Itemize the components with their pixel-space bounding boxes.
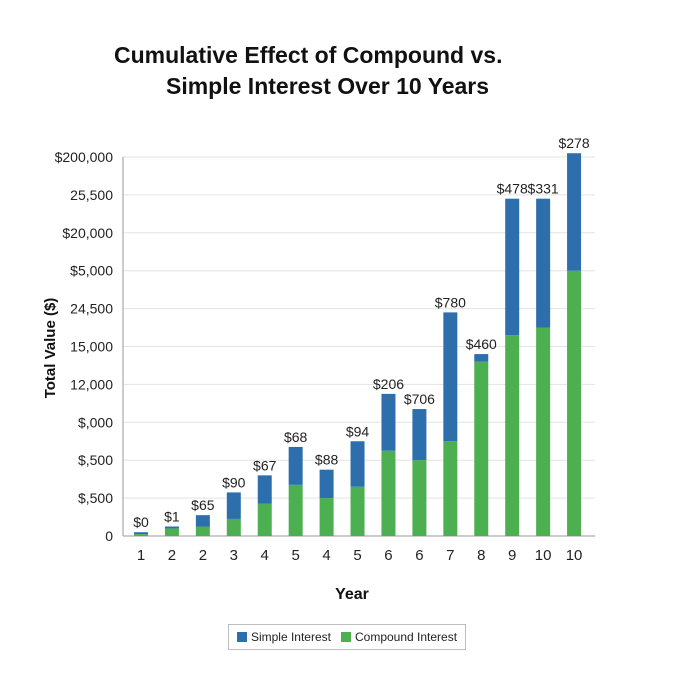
x-axis-title: Year [335,586,369,603]
data-label: $0 [133,514,149,530]
data-labels: $0 $1 $65 $90 $67 $68 $88 $94 $206$706 $780 $460 $4… [133,135,590,530]
x-tick-label: 2 [168,547,176,564]
x-tick-label: 9 [508,547,516,564]
bar-compound [350,486,365,536]
y-tick-label: $200,000 [55,149,114,165]
x-tick-label: 2 [199,547,207,564]
legend-label-compound: Compound Interest [354,630,458,644]
legend-entry-simple: Simple Interest [236,630,331,644]
data-label: $68 [284,429,308,445]
bar-compound [536,327,551,536]
data-label: $206 [373,376,404,392]
bar-simple [567,153,582,271]
bar-simple [288,446,303,485]
bar-simple [134,532,148,535]
bar-compound [164,528,179,536]
bar-simple [536,198,551,328]
bar-compound [412,460,427,536]
bar-simple [505,198,520,336]
legend: Simple Interest Compound Interest [228,624,466,650]
x-tick-label: 8 [477,547,485,564]
data-label: $94 [346,423,370,439]
y-axis-title: Total Value ($) [42,298,59,399]
x-tick-label: 7 [446,547,454,564]
bars [134,153,582,536]
y-tick-label: 12,000 [70,376,113,392]
y-tick-label: $,500 [78,452,113,468]
data-label: $780 [435,294,466,310]
chart-title-line-1: Cumulative Effect of Compound vs. [114,42,503,68]
x-tick-labels: 1 2 2 3 4 5 4 5 6 6 7 8 9 10 10 [137,547,583,564]
bar-simple [443,312,458,442]
x-tick-label: 5 [353,547,361,564]
legend-entry-compound: Compound Interest [340,630,458,644]
x-tick-label: 4 [261,547,269,564]
y-tick-labels: 0 $,500 $,500 $,000 12,000 15,000 24,500 $5,000… [55,149,114,544]
bar-simple [319,469,334,499]
x-tick-label: 6 [415,547,423,564]
y-tick-label: 25,500 [70,187,113,203]
x-tick-label: 3 [230,547,238,564]
bar-simple [412,409,427,461]
bar-simple [474,354,489,362]
bar-simple [164,526,179,529]
legend-swatch-simple [236,632,247,642]
data-label: $331 [528,181,559,197]
data-label: $460 [466,336,497,352]
bar-simple [381,393,396,451]
bar-compound [505,335,520,536]
y-tick-label: 24,500 [70,301,113,317]
data-label: $90 [222,474,246,490]
data-label: $67 [253,457,277,473]
chart-title: Cumulative Effect of Compound vs. Simple… [80,40,600,102]
bar-compound [381,450,396,536]
bar-simple [257,475,272,504]
legend-label-simple: Simple Interest [250,630,331,644]
chart-title-line-2: Simple Interest Over 10 Years [166,73,490,99]
bar-compound [443,441,458,536]
data-label: $278 [558,135,589,151]
data-label: $706 [404,391,435,407]
data-label: $1 [164,509,180,525]
x-tick-label: 6 [384,547,392,564]
y-tick-label: $,500 [78,490,113,506]
bar-simple [226,492,241,519]
data-label: $88 [315,452,339,468]
y-tick-label: $5,000 [70,263,113,279]
y-tick-label: $20,000 [62,225,113,241]
bar-compound [226,518,241,536]
y-tick-label: 15,000 [70,339,113,355]
legend-swatch-compound [340,632,351,642]
x-tick-label: 10 [566,547,583,564]
data-label: $478 [497,181,528,197]
x-tick-label: 4 [322,547,330,564]
x-tick-label: 10 [535,547,552,564]
chart-plot: 0 $,500 $,500 $,000 12,000 15,000 24,500 $5,000… [42,135,595,603]
bar-compound [195,526,210,536]
bar-compound [134,534,148,536]
data-label: $65 [191,497,215,513]
y-tick-label: 0 [105,528,113,544]
bar-compound [257,503,272,536]
bar-compound [474,361,489,536]
y-tick-label: $,000 [78,414,113,430]
bar-compound [288,484,303,536]
bar-simple [350,441,365,487]
bar-compound [567,270,582,536]
x-tick-label: 1 [137,547,145,564]
bar-simple [195,515,210,527]
bar-compound [319,498,334,536]
x-tick-label: 5 [291,547,299,564]
